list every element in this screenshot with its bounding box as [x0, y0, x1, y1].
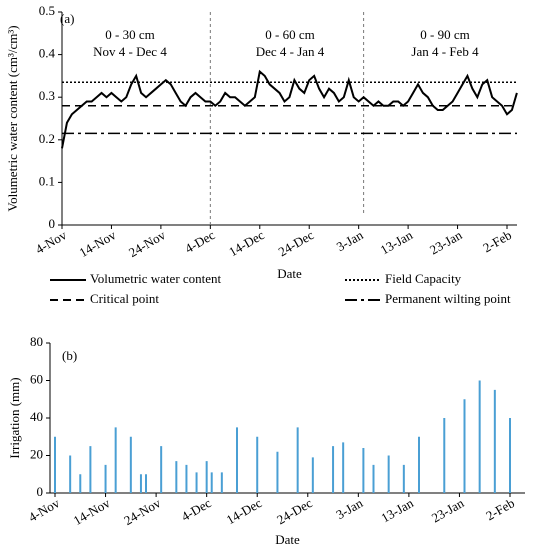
- bar: [402, 464, 405, 493]
- x-tick-label: 14-Dec: [224, 495, 265, 527]
- x-tick-label: 3-Jan: [334, 227, 366, 254]
- bar: [54, 436, 56, 493]
- data-line: [61, 69, 518, 149]
- panel-label: (a): [60, 11, 74, 26]
- bar: [139, 474, 142, 493]
- x-tick-label: 24-Dec: [274, 495, 315, 527]
- bar: [332, 446, 335, 493]
- x-tick-label: 23-Jan: [427, 227, 465, 258]
- x-tick-label: 2-Feb: [480, 227, 514, 255]
- x-tick-label: 23-Jan: [429, 495, 467, 526]
- bar: [311, 457, 314, 493]
- legend-label: Volumetric water content: [90, 271, 222, 286]
- bar: [89, 446, 92, 493]
- bar: [195, 472, 198, 493]
- y-tick-label: 0.1: [39, 173, 55, 188]
- x-axis-title: Date: [277, 266, 302, 281]
- zone-period: Dec 4 - Jan 4: [256, 44, 325, 59]
- zone-depth: 0 - 90 cm: [420, 27, 469, 42]
- y-tick-label: 80: [30, 334, 43, 349]
- bar: [478, 380, 481, 493]
- x-tick-label: 14-Dec: [226, 227, 267, 259]
- x-tick-label: 13-Jan: [378, 495, 416, 526]
- panel-label: (b): [62, 348, 77, 363]
- bar: [175, 461, 178, 493]
- bar: [205, 461, 208, 493]
- y-tick-label: 0.2: [39, 131, 55, 146]
- x-tick-label: 24-Nov: [121, 495, 163, 528]
- bar: [362, 448, 365, 493]
- x-tick-label: 13-Jan: [378, 227, 416, 258]
- bar: [493, 389, 496, 493]
- zone-depth: 0 - 30 cm: [105, 27, 154, 42]
- y-tick-label: 20: [30, 446, 43, 461]
- y-axis-title: Volumetric water content (cm³/cm³): [5, 25, 20, 211]
- zone-depth: 0 - 60 cm: [265, 27, 314, 42]
- legend-label: Field Capacity: [385, 271, 462, 286]
- y-tick-label: 0.3: [39, 88, 55, 103]
- bar: [79, 474, 82, 493]
- y-tick-label: 0.4: [39, 46, 56, 61]
- bar: [236, 427, 238, 493]
- bar: [443, 418, 446, 493]
- x-tick-label: 4-Dec: [179, 495, 214, 524]
- bar: [104, 464, 107, 493]
- bar: [387, 455, 390, 493]
- bar: [509, 418, 511, 493]
- bar: [145, 474, 147, 493]
- x-tick-label: 14-Nov: [77, 227, 119, 260]
- y-axis-title: Irrigation (mm): [7, 377, 22, 458]
- legend-label: Critical point: [90, 291, 159, 306]
- y-tick-label: 0.5: [39, 3, 55, 18]
- x-tick-label: 4-Nov: [33, 227, 70, 257]
- bar: [463, 399, 466, 493]
- x-tick-label: 3-Jan: [333, 495, 365, 522]
- zone-period: Nov 4 - Dec 4: [93, 44, 167, 59]
- zone-period: Jan 4 - Feb 4: [411, 44, 479, 59]
- y-tick-label: 40: [30, 409, 43, 424]
- y-tick-label: 0: [37, 484, 44, 499]
- x-tick-label: 2-Feb: [483, 495, 517, 523]
- y-tick-label: 60: [30, 371, 43, 386]
- bar: [129, 436, 132, 493]
- bar: [220, 472, 223, 493]
- bar: [342, 442, 345, 493]
- x-tick-label: 14-Nov: [71, 495, 113, 528]
- bar: [114, 427, 117, 493]
- x-tick-label: 4-Nov: [26, 495, 63, 525]
- x-tick-label: 4-Dec: [182, 227, 217, 256]
- bar: [296, 427, 299, 493]
- y-tick-label: 0: [49, 216, 56, 231]
- bar: [210, 472, 213, 493]
- legend-label: Permanent wilting point: [385, 291, 511, 306]
- bar: [69, 455, 72, 493]
- bar: [276, 451, 279, 493]
- bar: [418, 436, 420, 493]
- bar: [372, 464, 375, 493]
- x-tick-label: 24-Dec: [276, 227, 317, 259]
- x-tick-label: 24-Nov: [126, 227, 168, 260]
- bar: [185, 464, 188, 493]
- x-axis-title: Date: [275, 532, 300, 547]
- bar: [160, 446, 163, 493]
- bar: [256, 436, 259, 493]
